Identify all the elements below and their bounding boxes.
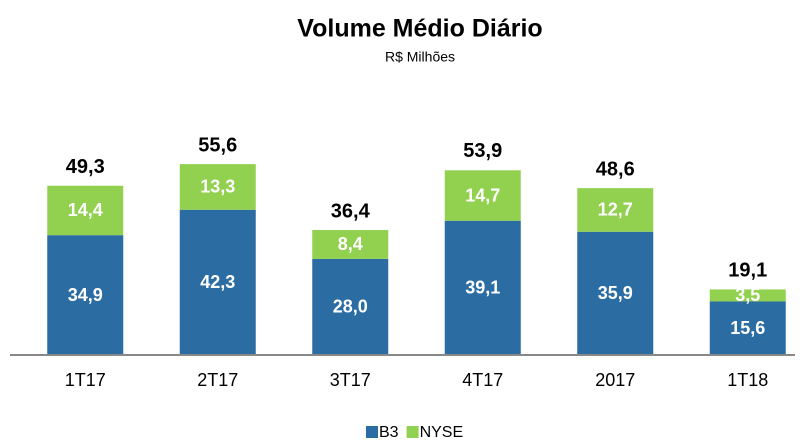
total-label: 53,9 <box>463 140 502 162</box>
legend-label: NYSE <box>420 424 464 441</box>
total-label: 55,6 <box>198 134 237 156</box>
bar-segment <box>577 188 654 232</box>
chart-title: Volume Médio Diário <box>297 15 542 43</box>
data-label: 42,3 <box>200 272 235 292</box>
data-label: 14,7 <box>465 185 500 205</box>
total-label: 48,6 <box>596 158 635 180</box>
bar-segment <box>709 289 786 302</box>
data-label: 14,4 <box>68 200 103 220</box>
data-label: 35,9 <box>598 283 633 303</box>
bar-segment <box>312 258 389 355</box>
legend-swatch <box>406 426 419 438</box>
data-label: 15,6 <box>730 318 765 338</box>
data-label: 8,4 <box>338 234 363 254</box>
bar-segment <box>47 235 124 355</box>
x-tick-label: 2017 <box>595 370 635 390</box>
bar-segment <box>179 164 256 210</box>
legend-label: B3 <box>379 424 399 441</box>
bar-segment <box>179 209 256 355</box>
x-tick-label: 4T17 <box>462 370 503 390</box>
x-tick-label: 1T17 <box>65 370 106 390</box>
data-label: 12,7 <box>598 200 633 220</box>
x-tick-label: 3T17 <box>330 370 371 390</box>
bar-segment <box>47 185 124 236</box>
data-label: 39,1 <box>465 278 500 298</box>
bar-segment <box>709 301 786 355</box>
chart-subtitle: R$ Milhões <box>385 49 455 65</box>
bar-segment <box>577 231 654 355</box>
x-tick-label: 1T18 <box>727 370 768 390</box>
bar-segment <box>444 220 521 355</box>
bar-segment <box>312 230 389 259</box>
data-label: 13,3 <box>200 177 235 197</box>
data-label: 34,9 <box>68 285 103 305</box>
data-label: 28,0 <box>333 297 368 317</box>
total-label: 49,3 <box>66 156 105 178</box>
total-label: 36,4 <box>331 200 371 222</box>
bar-segment <box>444 170 521 221</box>
x-tick-label: 2T17 <box>197 370 238 390</box>
legend-swatch <box>366 426 378 438</box>
total-label: 19,1 <box>728 260 767 282</box>
data-label: 3,5 <box>735 285 760 305</box>
